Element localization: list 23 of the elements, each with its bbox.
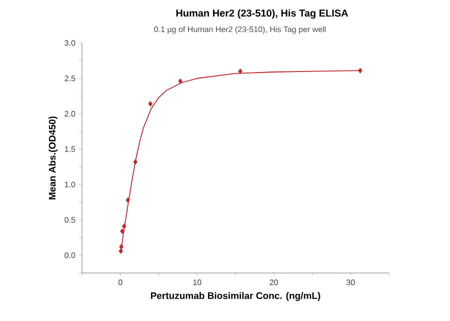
x-tick-label: 30: [346, 280, 355, 286]
point: [126, 197, 130, 203]
y-tick-label: 2.5: [64, 76, 76, 82]
chart-subtitle: 0.1 µg of Human Her2 (23-510), His Tag per well: [154, 26, 326, 34]
y-axis-title: Mean Abs.(OD450): [48, 116, 58, 200]
y-tick-label: 3.0: [64, 40, 76, 46]
point: [148, 101, 153, 107]
point: [122, 223, 126, 230]
x-axis-title: Pertuzumab Biosimilar Conc. (ng/mL): [150, 292, 320, 301]
y-tick-label: 0.0: [64, 252, 76, 258]
y-tick-label: 0.5: [64, 217, 76, 223]
point: [358, 68, 362, 74]
y-tick-label: 2.0: [64, 110, 76, 117]
x-tick-label: 10: [193, 280, 202, 286]
point: [119, 244, 124, 250]
y-tick-label: 1.5: [64, 146, 76, 152]
point: [238, 68, 242, 74]
point: [118, 248, 123, 254]
chart-title: Human Her2 (23-510), His Tag ELISA: [176, 9, 348, 19]
point: [133, 159, 138, 165]
y-tick-label: 1.0: [64, 182, 76, 188]
x-tick-label: 20: [270, 280, 278, 286]
x-tick-label: 0: [118, 280, 122, 286]
